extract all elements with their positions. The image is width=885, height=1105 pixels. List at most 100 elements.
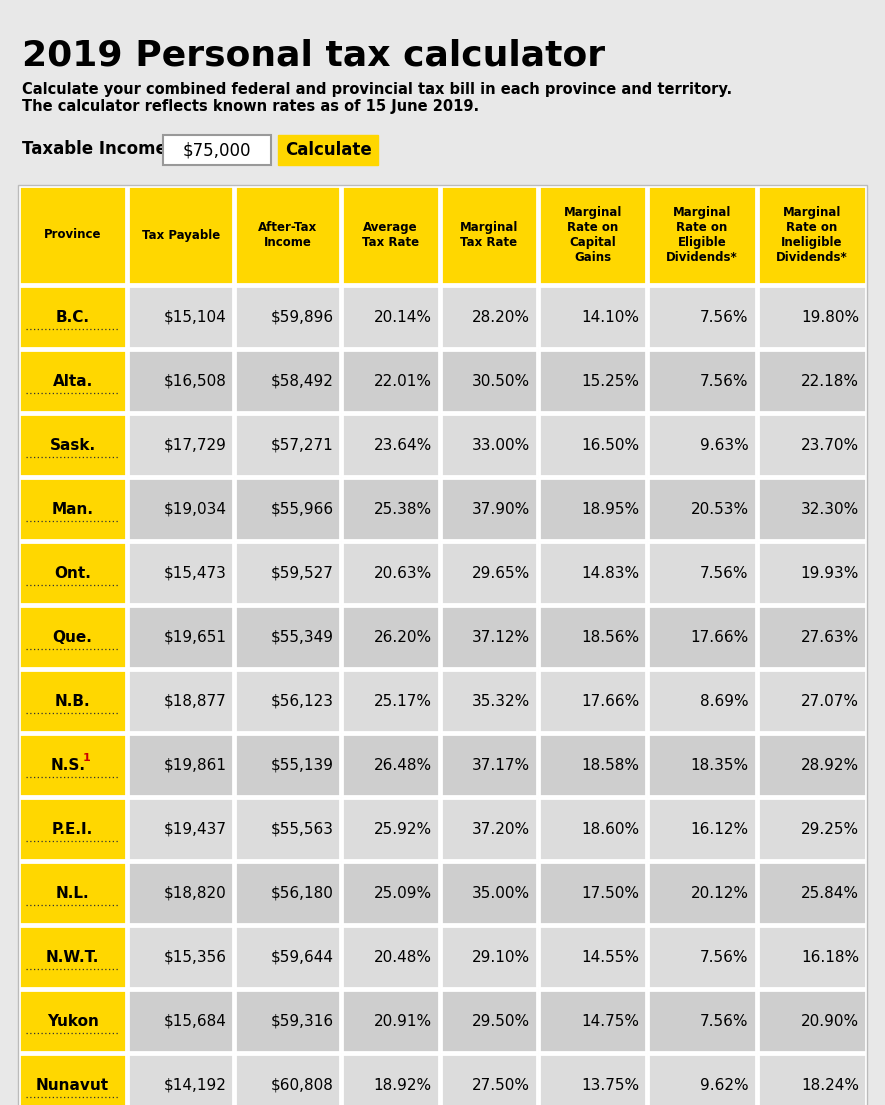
- Bar: [758, 1054, 866, 1105]
- Bar: [235, 414, 341, 476]
- Bar: [235, 186, 341, 284]
- Bar: [539, 1054, 646, 1105]
- Text: 35.00%: 35.00%: [472, 885, 530, 901]
- Bar: [278, 135, 378, 165]
- Text: N.S.: N.S.: [50, 758, 85, 772]
- Text: N.L.: N.L.: [56, 885, 89, 901]
- Text: 29.65%: 29.65%: [472, 566, 530, 580]
- Bar: [649, 286, 756, 348]
- Bar: [19, 186, 127, 284]
- Text: 27.07%: 27.07%: [801, 694, 859, 708]
- Bar: [441, 414, 537, 476]
- Text: $56,180: $56,180: [271, 885, 334, 901]
- Bar: [128, 478, 234, 540]
- Bar: [128, 670, 234, 732]
- Bar: [649, 541, 756, 604]
- Text: Alta.: Alta.: [52, 373, 93, 389]
- Text: P.E.I.: P.E.I.: [52, 821, 93, 836]
- Text: $14,192: $14,192: [164, 1077, 227, 1093]
- Bar: [758, 606, 866, 669]
- Text: Marginal
Rate on
Ineligible
Dividends*: Marginal Rate on Ineligible Dividends*: [776, 206, 848, 264]
- Bar: [758, 478, 866, 540]
- Bar: [758, 862, 866, 924]
- Text: $19,437: $19,437: [164, 821, 227, 836]
- Text: 9.62%: 9.62%: [700, 1077, 749, 1093]
- Bar: [128, 606, 234, 669]
- Text: 20.14%: 20.14%: [373, 309, 432, 325]
- Text: $16,508: $16,508: [164, 373, 227, 389]
- Text: $19,861: $19,861: [164, 758, 227, 772]
- Text: 14.75%: 14.75%: [581, 1013, 639, 1029]
- Text: Tax Payable: Tax Payable: [142, 229, 220, 242]
- Text: $57,271: $57,271: [271, 438, 334, 453]
- Bar: [342, 286, 439, 348]
- Bar: [163, 135, 271, 165]
- Bar: [649, 734, 756, 796]
- Bar: [539, 862, 646, 924]
- Text: $59,527: $59,527: [271, 566, 334, 580]
- Text: Que.: Que.: [53, 630, 93, 644]
- Bar: [19, 862, 127, 924]
- Text: $60,808: $60,808: [271, 1077, 334, 1093]
- Bar: [19, 606, 127, 669]
- Bar: [235, 350, 341, 412]
- Bar: [235, 926, 341, 988]
- Text: 18.58%: 18.58%: [581, 758, 639, 772]
- Bar: [539, 926, 646, 988]
- Bar: [235, 478, 341, 540]
- Text: 7.56%: 7.56%: [700, 949, 749, 965]
- Text: B.C.: B.C.: [56, 309, 89, 325]
- Text: $15,684: $15,684: [164, 1013, 227, 1029]
- Text: $75,000: $75,000: [182, 141, 251, 159]
- Text: 35.32%: 35.32%: [472, 694, 530, 708]
- Bar: [19, 478, 127, 540]
- Bar: [342, 541, 439, 604]
- Bar: [128, 862, 234, 924]
- Bar: [128, 350, 234, 412]
- Text: $17,729: $17,729: [164, 438, 227, 453]
- Text: $19,651: $19,651: [164, 630, 227, 644]
- Bar: [539, 798, 646, 860]
- Text: 7.56%: 7.56%: [700, 373, 749, 389]
- Bar: [758, 670, 866, 732]
- Text: 20.53%: 20.53%: [690, 502, 749, 516]
- Bar: [128, 286, 234, 348]
- Text: 29.10%: 29.10%: [472, 949, 530, 965]
- Text: 20.48%: 20.48%: [373, 949, 432, 965]
- Bar: [441, 186, 537, 284]
- Text: 22.01%: 22.01%: [373, 373, 432, 389]
- Text: 25.38%: 25.38%: [373, 502, 432, 516]
- Text: 26.48%: 26.48%: [373, 758, 432, 772]
- Bar: [649, 606, 756, 669]
- Bar: [235, 670, 341, 732]
- Text: Calculate your combined federal and provincial tax bill in each province and ter: Calculate your combined federal and prov…: [22, 82, 732, 97]
- Bar: [539, 286, 646, 348]
- Bar: [758, 990, 866, 1052]
- Bar: [19, 670, 127, 732]
- Bar: [128, 734, 234, 796]
- Bar: [342, 1054, 439, 1105]
- Bar: [649, 478, 756, 540]
- Text: 17.66%: 17.66%: [690, 630, 749, 644]
- Text: 27.50%: 27.50%: [472, 1077, 530, 1093]
- Bar: [342, 670, 439, 732]
- Text: $55,139: $55,139: [271, 758, 334, 772]
- Bar: [342, 478, 439, 540]
- Text: Average
Tax Rate: Average Tax Rate: [362, 221, 419, 249]
- Bar: [342, 862, 439, 924]
- Text: 20.12%: 20.12%: [690, 885, 749, 901]
- Bar: [441, 926, 537, 988]
- Text: 7.56%: 7.56%: [700, 566, 749, 580]
- Text: 13.75%: 13.75%: [581, 1077, 639, 1093]
- Bar: [539, 990, 646, 1052]
- Text: Marginal
Rate on
Eligible
Dividends*: Marginal Rate on Eligible Dividends*: [666, 206, 738, 264]
- Text: $55,563: $55,563: [271, 821, 334, 836]
- Text: $15,473: $15,473: [164, 566, 227, 580]
- Bar: [342, 990, 439, 1052]
- Text: After-Tax
Income: After-Tax Income: [258, 221, 318, 249]
- Text: Sask.: Sask.: [50, 438, 96, 453]
- Text: 37.17%: 37.17%: [472, 758, 530, 772]
- Bar: [441, 798, 537, 860]
- Text: 7.56%: 7.56%: [700, 1013, 749, 1029]
- Text: 1: 1: [83, 753, 90, 762]
